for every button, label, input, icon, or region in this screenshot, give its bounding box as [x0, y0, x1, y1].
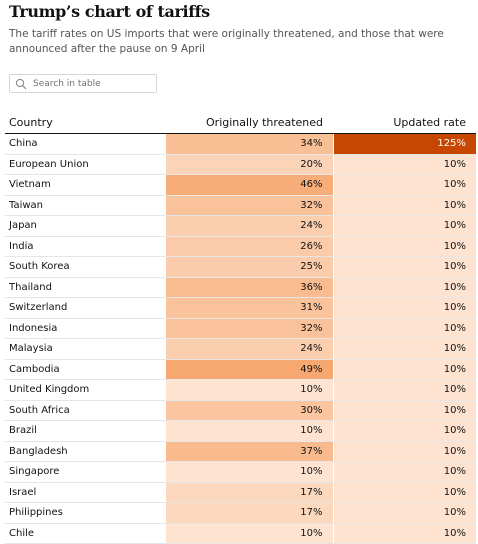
- updated-cell: 10%: [332, 359, 476, 380]
- country-cell: South Africa: [5, 400, 165, 421]
- threatened-cell: 20%: [164, 154, 333, 175]
- search-input[interactable]: [29, 75, 153, 92]
- updated-cell: 10%: [332, 297, 476, 319]
- country-cell: South Korea: [5, 256, 165, 278]
- threatened-cell: 36%: [164, 277, 333, 298]
- updated-cell: 10%: [332, 482, 476, 503]
- table-row: Brazil 10% 10%: [5, 420, 476, 442]
- country-cell: Cambodia: [5, 359, 165, 380]
- country-cell: Brazil: [5, 420, 165, 442]
- country-cell: Israel: [5, 482, 165, 503]
- updated-cell: 10%: [332, 441, 476, 462]
- updated-cell: 10%: [332, 338, 476, 360]
- table-row: Cambodia 49% 10%: [5, 359, 476, 380]
- updated-cell: 10%: [332, 154, 476, 175]
- table-row: Israel 17% 10%: [5, 482, 476, 503]
- search-box[interactable]: [9, 74, 157, 93]
- search-icon: [15, 77, 29, 91]
- country-cell: European Union: [5, 154, 165, 175]
- threatened-cell: 17%: [164, 482, 333, 503]
- table-row: Thailand 36% 10%: [5, 277, 476, 298]
- column-header-country[interactable]: Country: [5, 111, 165, 134]
- threatened-cell: 17%: [164, 502, 333, 524]
- country-cell: Singapore: [5, 461, 165, 483]
- table-header-row: Country Originally threatened Updated ra…: [5, 111, 476, 134]
- chart-title: Trump’s chart of tariffs: [9, 2, 210, 21]
- country-cell: Bangladesh: [5, 441, 165, 462]
- threatened-cell: 37%: [164, 441, 333, 462]
- tariff-table: Country Originally threatened Updated ra…: [5, 111, 476, 544]
- country-cell: Indonesia: [5, 318, 165, 339]
- threatened-cell: 26%: [164, 236, 333, 257]
- table-row: Switzerland 31% 10%: [5, 297, 476, 319]
- updated-cell: 10%: [332, 195, 476, 216]
- column-header-updated-rate[interactable]: Updated rate: [333, 111, 476, 134]
- threatened-cell: 10%: [164, 379, 333, 401]
- threatened-cell: 31%: [164, 297, 333, 319]
- updated-cell: 10%: [332, 523, 476, 544]
- country-cell: Japan: [5, 215, 165, 237]
- threatened-cell: 24%: [164, 215, 333, 237]
- country-cell: Thailand: [5, 277, 165, 298]
- table-row: United Kingdom 10% 10%: [5, 379, 476, 401]
- table-body: China 34% 125% European Union 20% 10% Vietnam 4…: [5, 133, 476, 544]
- threatened-cell: 46%: [164, 174, 333, 196]
- updated-cell: 125%: [332, 133, 476, 155]
- updated-cell: 10%: [332, 400, 476, 421]
- table-row: Chile 10% 10%: [5, 523, 476, 544]
- country-cell: Chile: [5, 523, 165, 544]
- table-row: South Africa 30% 10%: [5, 400, 476, 421]
- threatened-cell: 10%: [164, 461, 333, 483]
- updated-cell: 10%: [332, 236, 476, 257]
- table-row: Malaysia 24% 10%: [5, 338, 476, 360]
- country-cell: Vietnam: [5, 174, 165, 196]
- table-row: Vietnam 46% 10%: [5, 174, 476, 196]
- chart-subtitle: The tariff rates on US imports that were…: [9, 28, 444, 55]
- table-row: Japan 24% 10%: [5, 215, 476, 237]
- threatened-cell: 10%: [164, 420, 333, 442]
- updated-cell: 10%: [332, 277, 476, 298]
- threatened-cell: 30%: [164, 400, 333, 421]
- threatened-cell: 10%: [164, 523, 333, 544]
- threatened-cell: 34%: [164, 133, 333, 155]
- country-cell: Malaysia: [5, 338, 165, 360]
- table-row: Bangladesh 37% 10%: [5, 441, 476, 462]
- table-row: Philippines 17% 10%: [5, 502, 476, 524]
- country-cell: United Kingdom: [5, 379, 165, 401]
- country-cell: Philippines: [5, 502, 165, 524]
- updated-cell: 10%: [332, 461, 476, 483]
- updated-cell: 10%: [332, 174, 476, 196]
- table-row: Indonesia 32% 10%: [5, 318, 476, 339]
- threatened-cell: 49%: [164, 359, 333, 380]
- country-cell: China: [5, 133, 165, 155]
- updated-cell: 10%: [332, 502, 476, 524]
- threatened-cell: 24%: [164, 338, 333, 360]
- threatened-cell: 25%: [164, 256, 333, 278]
- threatened-cell: 32%: [164, 195, 333, 216]
- country-cell: Taiwan: [5, 195, 165, 216]
- country-cell: Switzerland: [5, 297, 165, 319]
- column-header-originally-threatened[interactable]: Originally threatened: [165, 111, 333, 134]
- table-row: India 26% 10%: [5, 236, 476, 257]
- table-row: China 34% 125%: [5, 133, 476, 155]
- table-row: South Korea 25% 10%: [5, 256, 476, 278]
- country-cell: India: [5, 236, 165, 257]
- table-row: European Union 20% 10%: [5, 154, 476, 175]
- updated-cell: 10%: [332, 318, 476, 339]
- updated-cell: 10%: [332, 420, 476, 442]
- updated-cell: 10%: [332, 256, 476, 278]
- updated-cell: 10%: [332, 215, 476, 237]
- updated-cell: 10%: [332, 379, 476, 401]
- table-row: Singapore 10% 10%: [5, 461, 476, 483]
- threatened-cell: 32%: [164, 318, 333, 339]
- table-row: Taiwan 32% 10%: [5, 195, 476, 216]
